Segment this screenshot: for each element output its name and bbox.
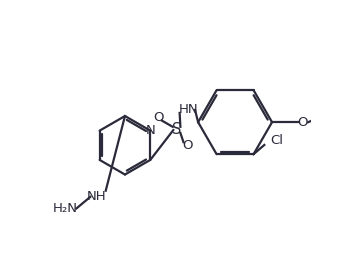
Text: O: O <box>182 139 193 152</box>
Text: H₂N: H₂N <box>53 202 78 215</box>
Text: N: N <box>145 124 155 137</box>
Text: Cl: Cl <box>271 134 283 147</box>
Text: O: O <box>298 116 308 129</box>
Text: O: O <box>153 111 163 124</box>
Text: NH: NH <box>86 190 106 203</box>
Text: HN: HN <box>179 103 199 116</box>
Text: S: S <box>172 122 181 137</box>
